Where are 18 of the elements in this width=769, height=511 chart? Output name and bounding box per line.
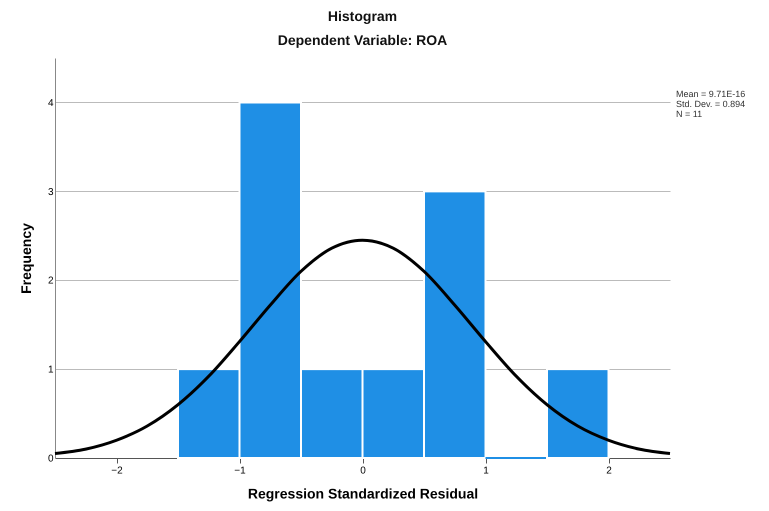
y-tick-label: 4	[48, 98, 54, 109]
x-tick-label: −1	[234, 466, 246, 476]
chart-title: Histogram	[328, 8, 398, 24]
y-tick-label: 2	[48, 276, 54, 287]
x-tick-label: 2	[606, 466, 612, 476]
y-tick-label: 1	[48, 364, 54, 376]
x-tick-label: 1	[483, 466, 490, 476]
text: Mean = 9.71E-16	[676, 89, 746, 99]
y-tick-label: 3	[48, 186, 54, 198]
text: Std. Dev. = 0.894	[676, 99, 746, 109]
x-tick-label: 0	[360, 466, 366, 476]
x-axis-title: Regression Standardized Residual	[248, 486, 478, 502]
chart-subtitle: Dependent Variable: ROA	[278, 32, 448, 48]
y-tick-label: 0	[48, 454, 54, 464]
line-series	[54, 238, 672, 456]
text: N = 11	[676, 109, 702, 119]
y-axis-title: Frequency	[18, 222, 34, 294]
x-tick-label: −2	[111, 466, 124, 476]
